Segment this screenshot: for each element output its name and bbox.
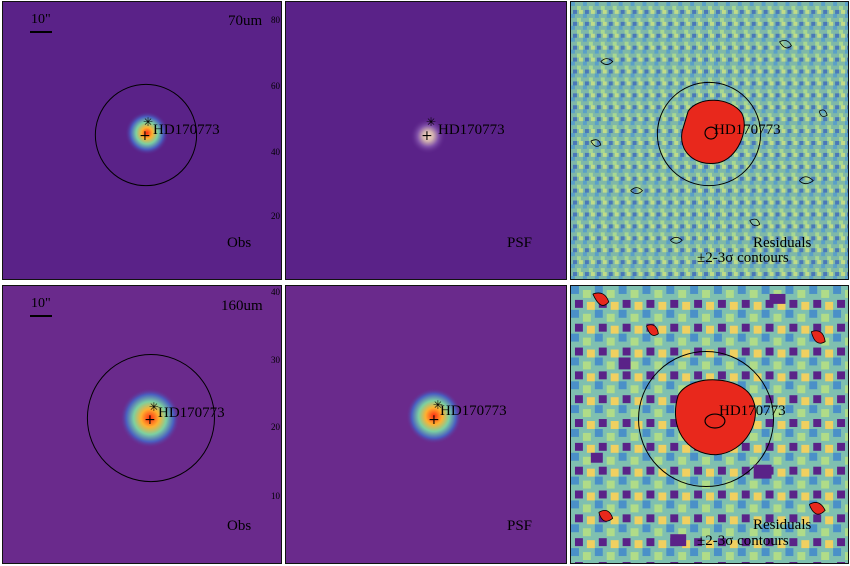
residuals-70um-panel: HD170773 Residuals ±2-3σ contours — [570, 1, 849, 280]
psf-70um-image: ✳ + — [286, 2, 566, 279]
scale-label: 10" — [31, 12, 51, 27]
tick-label: 40 — [271, 147, 280, 157]
contours-label: ±2-3σ contours — [697, 250, 789, 266]
panel-type-label: PSF — [507, 235, 533, 251]
target-label: HD170773 — [714, 122, 781, 138]
source-blob — [125, 111, 169, 155]
tick-label: 30 — [271, 355, 280, 365]
psf-160um-panel: ✳ + HD170773 PSF — [285, 285, 567, 564]
residuals-160um-image — [571, 286, 848, 563]
tick-label: 40 — [271, 287, 280, 297]
psf-70um-panel: ✳ + HD170773 PSF — [285, 1, 567, 280]
psf-160um-image: ✳ + — [286, 286, 566, 563]
obs-70um-image: ✳ + — [3, 2, 281, 279]
scale-label: 10" — [31, 296, 51, 311]
aperture-circle — [86, 354, 215, 483]
tick-label: 60 — [271, 81, 280, 91]
svg-text:✳: ✳ — [426, 115, 436, 129]
svg-text:+: + — [428, 412, 440, 428]
obs-160um-panel: ✳ + 10" 160um HD170773 Obs — [2, 285, 282, 564]
tick-label: 80 — [271, 15, 280, 25]
panel-type-label: Obs — [227, 235, 252, 251]
y-axis-ticks-row1: 80 60 40 20 — [271, 1, 285, 280]
target-label: HD170773 — [440, 403, 507, 419]
svg-text:+: + — [139, 128, 151, 144]
obs-70um-panel: ✳ + 10" 70um HD170773 Obs — [2, 1, 282, 280]
residuals-label: Residuals — [753, 517, 812, 533]
svg-text:✳: ✳ — [143, 115, 153, 129]
aperture-circle — [94, 83, 198, 187]
target-label: HD170773 — [153, 122, 220, 138]
tick-label: 20 — [271, 211, 280, 221]
band-label: 70um — [228, 13, 263, 29]
residuals-160um-panel: HD170773 Residuals ±2-3σ contours — [570, 285, 849, 564]
target-label: HD170773 — [158, 405, 225, 421]
residuals-70um-image — [571, 2, 848, 279]
obs-160um-image: ✳ + — [3, 286, 281, 563]
contours-label: ±2-3σ contours — [697, 533, 789, 549]
scale-bar — [30, 315, 52, 317]
y-axis-ticks-row2: 40 30 20 10 — [271, 285, 285, 564]
tick-label: 20 — [271, 422, 280, 432]
panel-type-label: Obs — [227, 518, 252, 534]
scale-bar — [30, 31, 52, 33]
residuals-label: Residuals — [753, 235, 812, 251]
svg-text:+: + — [421, 128, 433, 144]
y-axis-ticks — [285, 2, 286, 280]
panel-type-label: PSF — [507, 518, 533, 534]
band-label: 160um — [221, 298, 263, 314]
target-label: HD170773 — [438, 122, 505, 138]
svg-text:✳: ✳ — [433, 398, 443, 412]
target-label: HD170773 — [719, 403, 786, 419]
tick-label: 10 — [271, 491, 280, 501]
svg-text:+: + — [144, 412, 156, 428]
svg-text:✳: ✳ — [149, 400, 159, 414]
